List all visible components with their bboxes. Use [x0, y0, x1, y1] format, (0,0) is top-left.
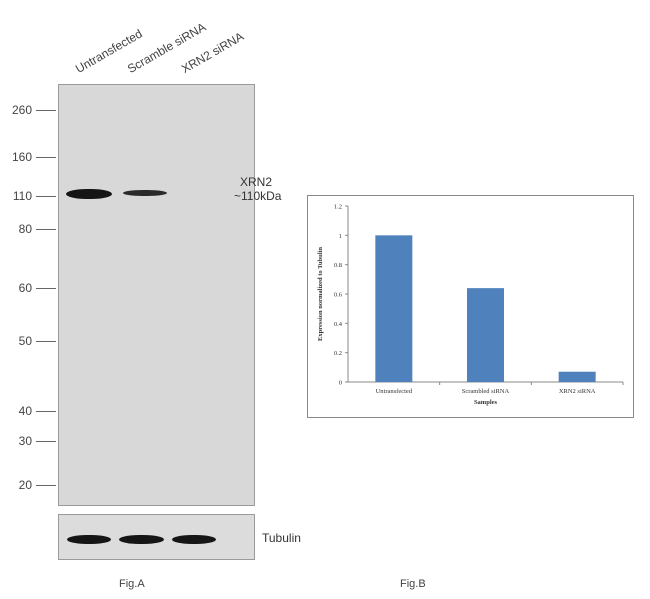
y-axis-title: Expression normalized to Tubulin	[317, 247, 324, 341]
figure-b-caption: Fig.B	[400, 578, 426, 590]
tubulin-band-xrn2	[172, 535, 216, 544]
xrn2-band-scramble	[123, 190, 167, 196]
bar	[375, 235, 413, 382]
bar	[467, 288, 504, 382]
mw-label-80: 80	[18, 222, 32, 236]
mw-tick	[36, 110, 56, 111]
figure-a-caption: Fig.A	[119, 578, 145, 590]
y-tick-label: 0	[339, 380, 342, 387]
y-tick-label: 1.2	[334, 204, 342, 211]
tubulin-band-scramble	[119, 535, 164, 544]
band-label-name: XRN2	[240, 175, 273, 189]
mw-tick	[36, 196, 56, 197]
mw-label-260: 260	[11, 103, 32, 117]
mw-label-60: 60	[18, 281, 32, 295]
x-tick-label: XRN2 siRNA	[559, 388, 596, 395]
mw-label-30: 30	[18, 434, 32, 448]
bar	[558, 371, 596, 382]
tubulin-band-untransfected	[67, 535, 111, 544]
y-tick-label: 1	[339, 233, 342, 240]
figure-b-chart-frame: 0 0.2 0.4 0.6 0.8 1 1.2 Untransfected Scrambled …	[307, 195, 634, 418]
y-tick-label: 0.8	[334, 262, 342, 269]
mw-tick	[36, 288, 56, 289]
mw-label-160: 160	[11, 150, 32, 164]
mw-tick	[36, 411, 56, 412]
mw-tick	[36, 341, 56, 342]
mw-tick	[36, 485, 56, 486]
mw-label-50: 50	[18, 334, 32, 348]
y-tick-label: 0.6	[334, 292, 343, 299]
mw-label-110: 110	[12, 189, 32, 203]
tubulin-blot-panel	[58, 514, 255, 560]
tubulin-label: Tubulin	[262, 531, 301, 545]
y-tick-label: 0.2	[334, 350, 342, 357]
mw-tick	[36, 229, 56, 230]
x-tick-label: Untransfected	[376, 388, 413, 395]
x-axis-title: Samples	[474, 399, 498, 406]
xrn2-band-untransfected	[66, 189, 112, 199]
mw-label-40: 40	[18, 404, 32, 418]
mw-tick	[36, 157, 56, 158]
x-tick-label: Scrambled siRNA	[462, 388, 510, 395]
band-label: XRN2 ~110kDa	[234, 175, 281, 203]
y-tick-label: 0.4	[334, 321, 343, 328]
bar-chart: 0 0.2 0.4 0.6 0.8 1 1.2 Untransfected Scrambled …	[317, 204, 624, 406]
mw-label-20: 20	[18, 478, 32, 492]
band-label-size: ~110kDa	[234, 189, 282, 203]
mw-tick	[36, 441, 56, 442]
main-blot-panel	[58, 84, 255, 506]
